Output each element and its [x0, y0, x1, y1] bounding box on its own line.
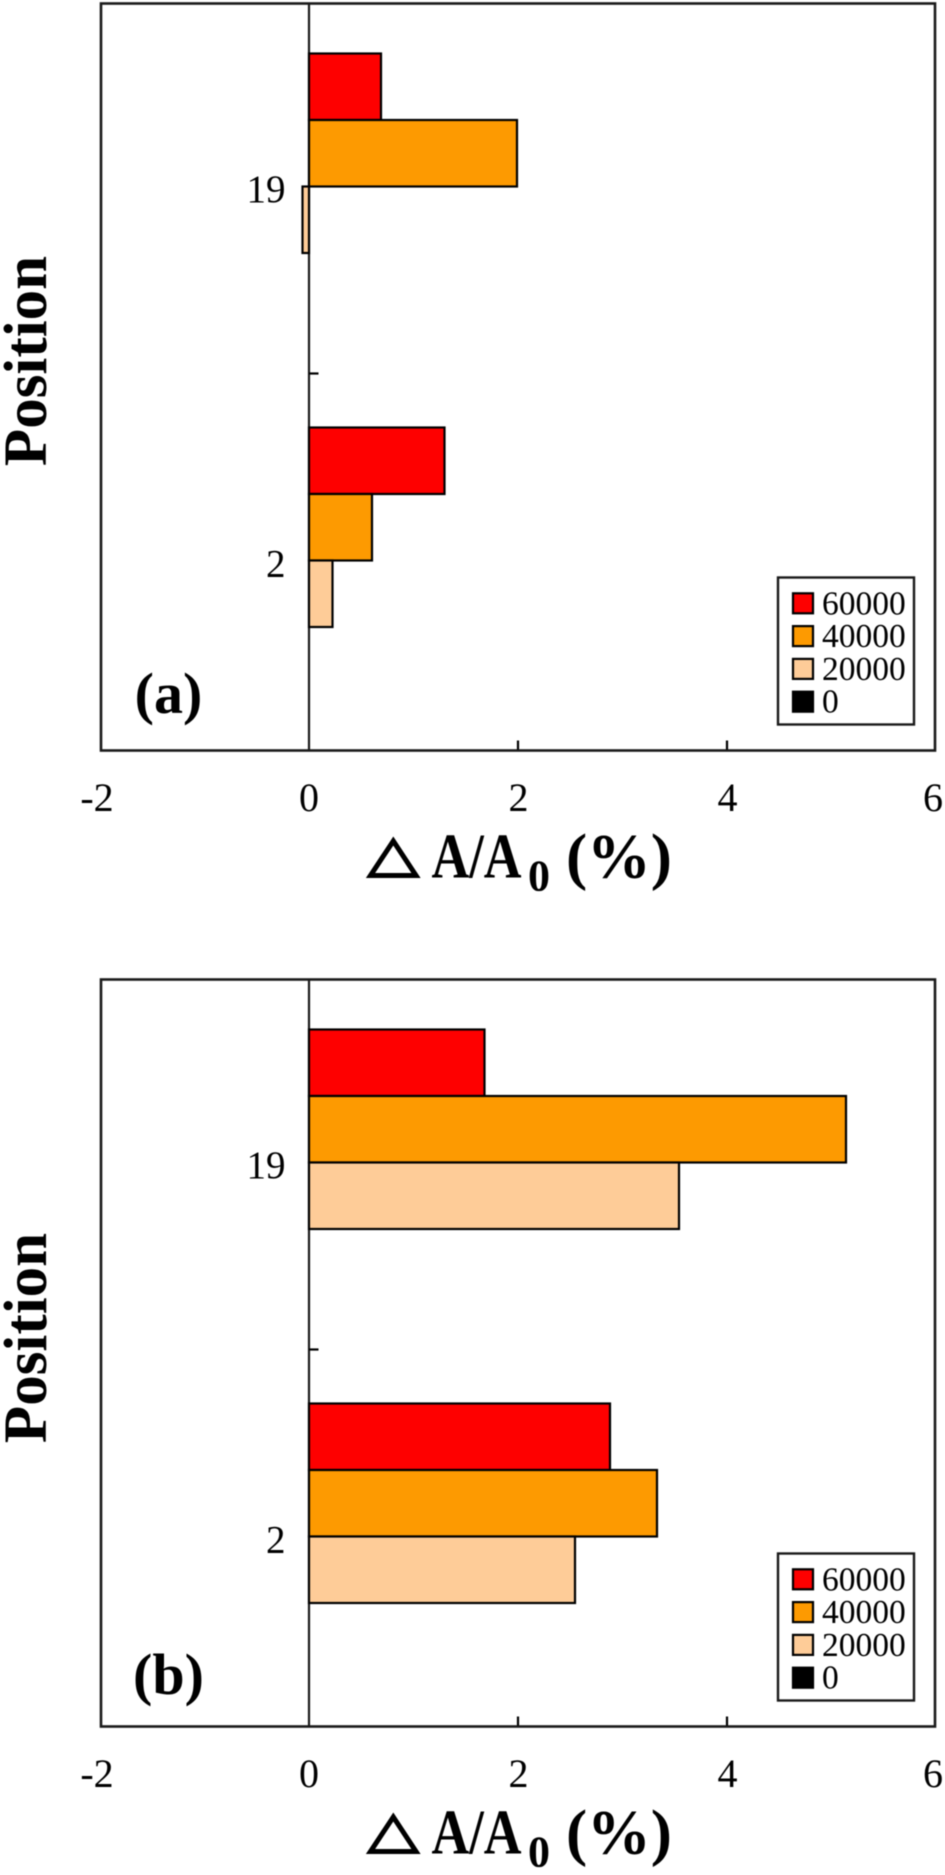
svg-text:2: 2	[266, 1519, 286, 1562]
svg-text:(%): (%)	[566, 1798, 672, 1868]
svg-text:0: 0	[822, 1660, 839, 1697]
svg-text:0: 0	[822, 684, 839, 721]
svg-text:19: 19	[247, 1144, 286, 1187]
svg-text:6: 6	[923, 775, 943, 820]
svg-text:2: 2	[266, 543, 286, 586]
svg-text:6: 6	[923, 1751, 943, 1796]
svg-text:A/A: A/A	[432, 1798, 522, 1868]
svg-text:20000: 20000	[822, 1627, 906, 1664]
svg-text:0: 0	[528, 852, 550, 901]
svg-text:60000: 60000	[822, 585, 906, 622]
svg-text:0: 0	[299, 1751, 319, 1796]
svg-text:A/A: A/A	[432, 822, 522, 892]
svg-text:2: 2	[509, 775, 529, 820]
svg-text:19: 19	[247, 168, 286, 211]
svg-text:60000: 60000	[822, 1561, 906, 1598]
svg-text:40000: 40000	[822, 1594, 906, 1631]
svg-text:(%): (%)	[566, 822, 672, 892]
svg-text:4: 4	[718, 775, 738, 820]
svg-text:0: 0	[299, 775, 319, 820]
svg-text:20000: 20000	[822, 651, 906, 688]
svg-text:-2: -2	[80, 775, 113, 820]
svg-text:(b): (b)	[133, 1642, 204, 1707]
svg-text:Position: Position	[0, 1233, 60, 1443]
svg-text:Position: Position	[0, 256, 60, 466]
svg-text:40000: 40000	[822, 618, 906, 655]
svg-text:-2: -2	[80, 1751, 113, 1796]
svg-text:0: 0	[528, 1828, 550, 1871]
svg-text:4: 4	[718, 1751, 738, 1796]
svg-text:(a): (a)	[135, 661, 203, 726]
svg-text:2: 2	[509, 1751, 529, 1796]
